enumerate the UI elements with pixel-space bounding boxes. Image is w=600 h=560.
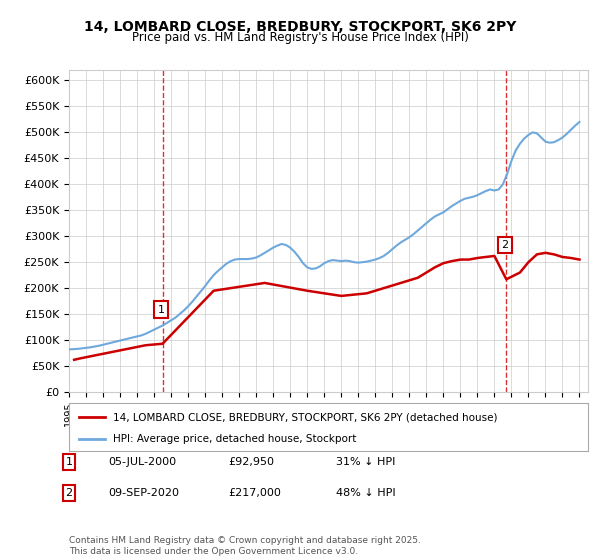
Text: 14, LOMBARD CLOSE, BREDBURY, STOCKPORT, SK6 2PY: 14, LOMBARD CLOSE, BREDBURY, STOCKPORT, … — [84, 20, 516, 34]
Text: 48% ↓ HPI: 48% ↓ HPI — [336, 488, 395, 498]
Text: 1: 1 — [65, 457, 73, 467]
Text: 09-SEP-2020: 09-SEP-2020 — [108, 488, 179, 498]
Text: HPI: Average price, detached house, Stockport: HPI: Average price, detached house, Stoc… — [113, 434, 356, 444]
Text: Price paid vs. HM Land Registry's House Price Index (HPI): Price paid vs. HM Land Registry's House … — [131, 31, 469, 44]
Text: 1: 1 — [157, 305, 164, 315]
Text: 2: 2 — [65, 488, 73, 498]
Text: 31% ↓ HPI: 31% ↓ HPI — [336, 457, 395, 467]
Text: Contains HM Land Registry data © Crown copyright and database right 2025.
This d: Contains HM Land Registry data © Crown c… — [69, 536, 421, 556]
Text: 14, LOMBARD CLOSE, BREDBURY, STOCKPORT, SK6 2PY (detached house): 14, LOMBARD CLOSE, BREDBURY, STOCKPORT, … — [113, 413, 497, 422]
Text: £92,950: £92,950 — [228, 457, 274, 467]
Text: 05-JUL-2000: 05-JUL-2000 — [108, 457, 176, 467]
Text: £217,000: £217,000 — [228, 488, 281, 498]
Text: 2: 2 — [501, 240, 508, 250]
